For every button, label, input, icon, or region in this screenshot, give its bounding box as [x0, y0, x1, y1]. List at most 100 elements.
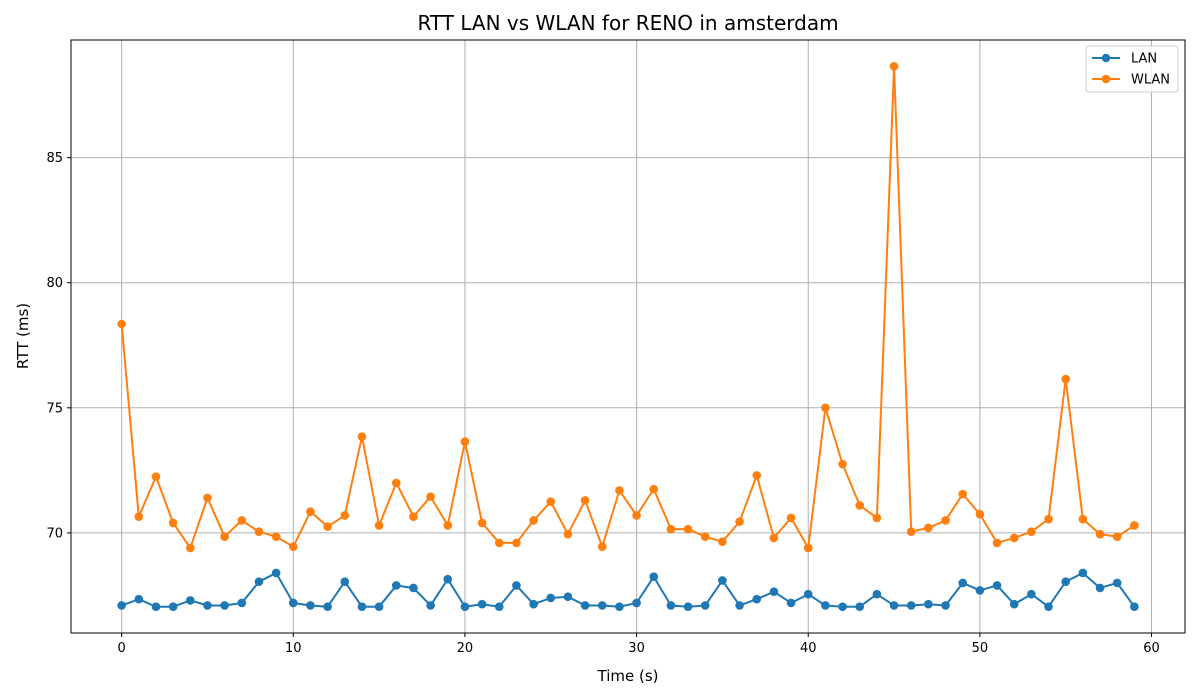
data-point-wlan — [1078, 514, 1088, 524]
data-point-lan — [409, 583, 418, 593]
data-point-wlan — [391, 478, 401, 488]
x-tick-label: 30 — [628, 641, 645, 656]
data-point-lan — [1009, 599, 1019, 609]
data-point-wlan — [374, 521, 384, 530]
y-tick-label: 80 — [46, 276, 63, 291]
data-point-wlan — [1027, 527, 1036, 536]
grid-lines — [71, 40, 1185, 633]
data-point-lan — [529, 599, 538, 609]
data-point-lan — [494, 602, 504, 612]
data-point-wlan — [409, 512, 418, 521]
data-point-lan — [649, 572, 659, 582]
data-point-wlan — [494, 538, 504, 548]
data-point-lan — [632, 598, 641, 608]
data-point-lan — [1130, 602, 1139, 612]
data-point-lan — [426, 601, 435, 610]
series-layer — [117, 61, 1139, 612]
data-point-lan — [340, 577, 350, 587]
data-point-wlan — [477, 518, 487, 528]
chart-title: RTT LAN vs WLAN for RENO in amsterdam — [417, 11, 838, 35]
data-point-wlan — [254, 527, 264, 536]
data-point-wlan — [906, 527, 916, 536]
data-point-wlan — [786, 513, 796, 523]
data-point-lan — [185, 596, 195, 605]
data-point-wlan — [838, 459, 847, 469]
data-point-wlan — [288, 542, 298, 551]
data-point-lan — [1078, 568, 1088, 578]
legend-swatch-marker — [1101, 53, 1111, 63]
x-tick-label: 40 — [800, 641, 817, 656]
data-point-wlan — [563, 529, 573, 539]
data-point-wlan — [546, 497, 556, 506]
data-point-lan — [1061, 577, 1071, 587]
axis-ticks: 0 10 20 30 40 50 60 70 75 80 85 — [46, 151, 1159, 656]
data-point-wlan — [529, 516, 538, 525]
data-point-wlan — [580, 496, 590, 505]
data-point-lan — [683, 602, 693, 612]
data-point-lan — [563, 592, 573, 602]
data-point-wlan — [666, 524, 676, 534]
data-point-lan — [735, 601, 744, 610]
data-point-lan — [151, 602, 161, 612]
data-point-lan — [975, 586, 985, 595]
data-point-lan — [838, 602, 847, 612]
data-point-lan — [872, 589, 882, 599]
data-point-lan — [992, 581, 1002, 590]
data-point-wlan — [117, 319, 126, 329]
data-point-lan — [168, 602, 178, 612]
data-point-wlan — [460, 437, 470, 446]
y-axis-label: RTT (ms) — [14, 303, 32, 369]
data-point-lan — [237, 598, 247, 608]
data-point-wlan — [855, 501, 865, 510]
data-point-wlan — [597, 542, 607, 551]
data-point-lan — [958, 578, 968, 588]
x-tick-label: 20 — [457, 641, 474, 656]
data-point-lan — [203, 601, 212, 610]
data-point-wlan — [615, 486, 624, 495]
legend-entry-lan: LAN — [1131, 52, 1157, 67]
data-point-wlan — [872, 513, 882, 523]
series-lan — [117, 568, 1139, 612]
data-point-wlan — [924, 523, 933, 533]
data-point-wlan — [220, 532, 229, 541]
data-point-lan — [512, 581, 521, 590]
data-point-wlan — [992, 538, 1002, 548]
plot-frame — [70, 39, 1186, 634]
data-point-wlan — [185, 543, 195, 553]
data-point-lan — [786, 598, 796, 608]
data-point-lan — [906, 601, 916, 610]
data-point-wlan — [323, 522, 332, 531]
data-point-lan — [443, 574, 453, 584]
legend: LAN WLAN — [1085, 45, 1179, 93]
data-point-wlan — [357, 432, 367, 441]
data-point-lan — [306, 601, 315, 610]
data-point-lan — [477, 599, 487, 609]
data-point-wlan — [649, 484, 659, 494]
x-tick-label: 50 — [972, 641, 989, 656]
data-point-wlan — [752, 471, 762, 480]
data-point-lan — [821, 601, 830, 610]
data-point-lan — [271, 568, 281, 578]
x-tick-label: 60 — [1143, 641, 1160, 656]
data-point-lan — [117, 601, 126, 610]
data-point-wlan — [718, 537, 727, 546]
data-point-lan — [700, 601, 710, 610]
data-point-lan — [752, 594, 762, 604]
data-point-lan — [1044, 602, 1053, 612]
data-point-wlan — [134, 512, 144, 521]
x-tick-label: 0 — [117, 641, 125, 656]
data-point-lan — [357, 602, 367, 612]
data-point-wlan — [203, 493, 212, 503]
data-point-lan — [924, 599, 933, 609]
data-point-wlan — [426, 492, 435, 501]
x-tick-label: 10 — [285, 641, 302, 656]
data-point-lan — [803, 589, 813, 599]
data-point-lan — [718, 576, 727, 585]
data-point-lan — [597, 601, 607, 610]
data-point-lan — [323, 602, 332, 612]
data-point-lan — [134, 594, 144, 604]
data-point-wlan — [168, 518, 178, 528]
data-point-wlan — [512, 538, 521, 548]
data-point-lan — [288, 598, 298, 608]
